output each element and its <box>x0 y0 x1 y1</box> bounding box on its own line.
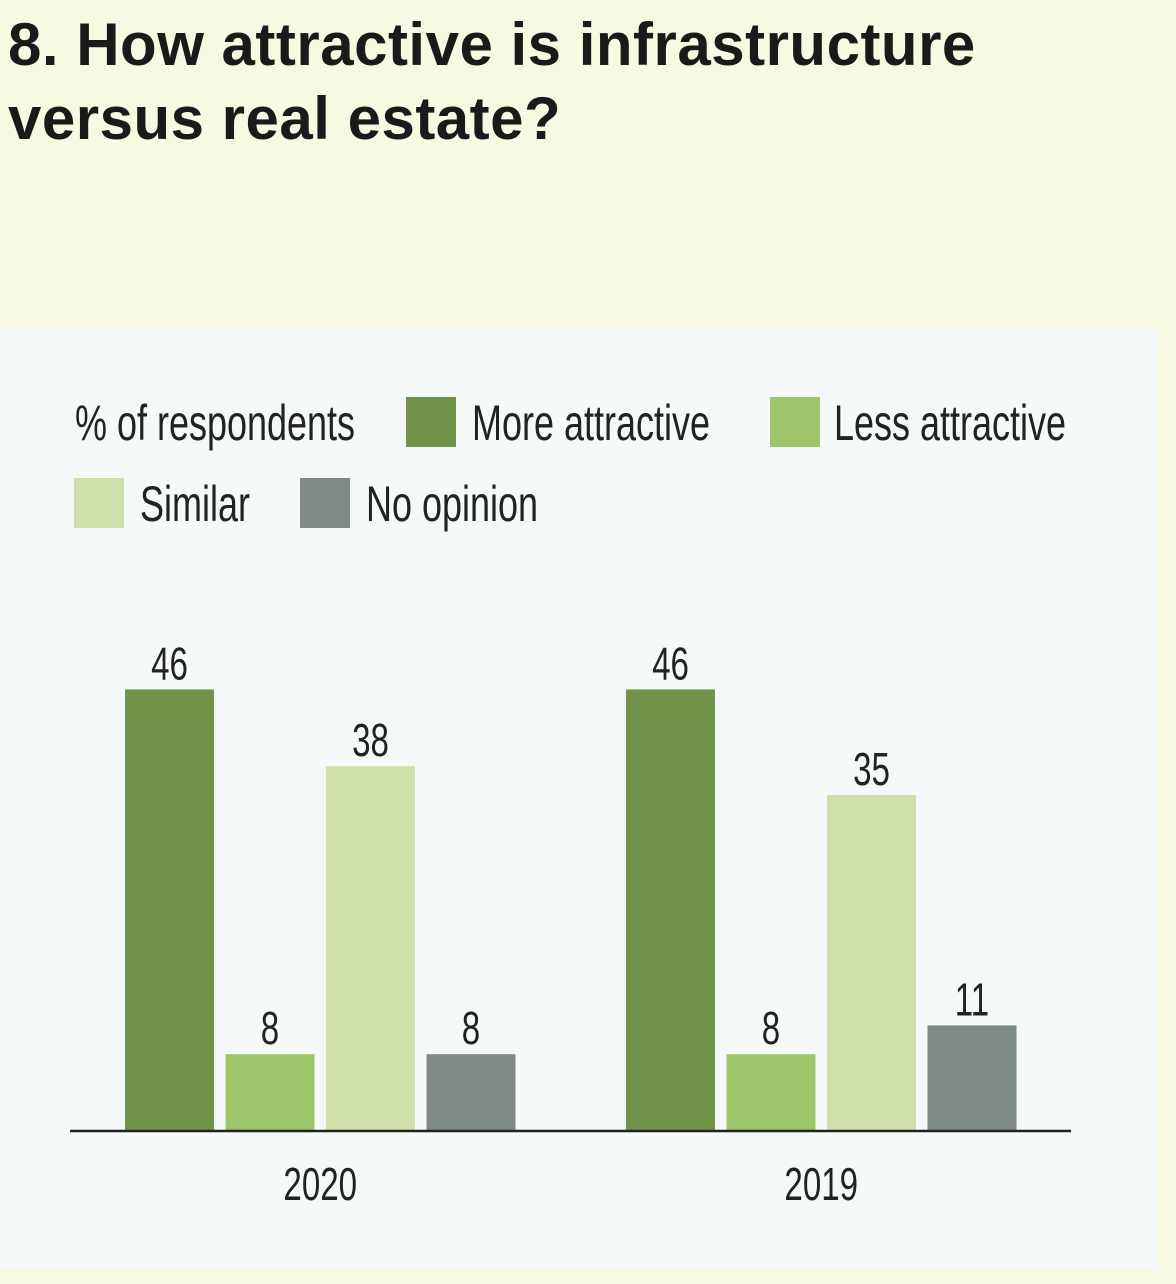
legend-label: More attractive <box>472 396 710 451</box>
x-tick-label: 2020 <box>283 1160 357 1210</box>
legend-swatch <box>74 478 124 528</box>
legend-title: % of respondents <box>75 396 355 451</box>
data-label: 8 <box>261 1004 279 1054</box>
data-label: 11 <box>955 975 989 1025</box>
legend-label: No opinion <box>366 477 538 532</box>
bar <box>726 1054 816 1131</box>
bar <box>225 1054 315 1131</box>
data-label: 8 <box>762 1004 780 1054</box>
data-label: 35 <box>853 745 890 795</box>
data-label: 8 <box>462 1004 480 1054</box>
chart-title: 8. How attractive is infrastructure versu… <box>8 11 976 152</box>
data-label: 46 <box>652 639 689 689</box>
bar <box>827 795 916 1131</box>
legend-swatch <box>406 397 456 447</box>
bar <box>426 1054 516 1131</box>
bar <box>626 689 715 1131</box>
legend-swatch <box>770 397 820 447</box>
data-label: 38 <box>352 716 389 766</box>
bar <box>125 689 214 1131</box>
bar <box>927 1025 1017 1131</box>
data-label: 46 <box>151 639 188 689</box>
legend-label: Similar <box>140 477 250 532</box>
bar <box>326 766 415 1131</box>
legend-swatch <box>300 478 350 528</box>
x-tick-label: 2019 <box>784 1160 858 1210</box>
legend-label: Less attractive <box>834 396 1066 451</box>
